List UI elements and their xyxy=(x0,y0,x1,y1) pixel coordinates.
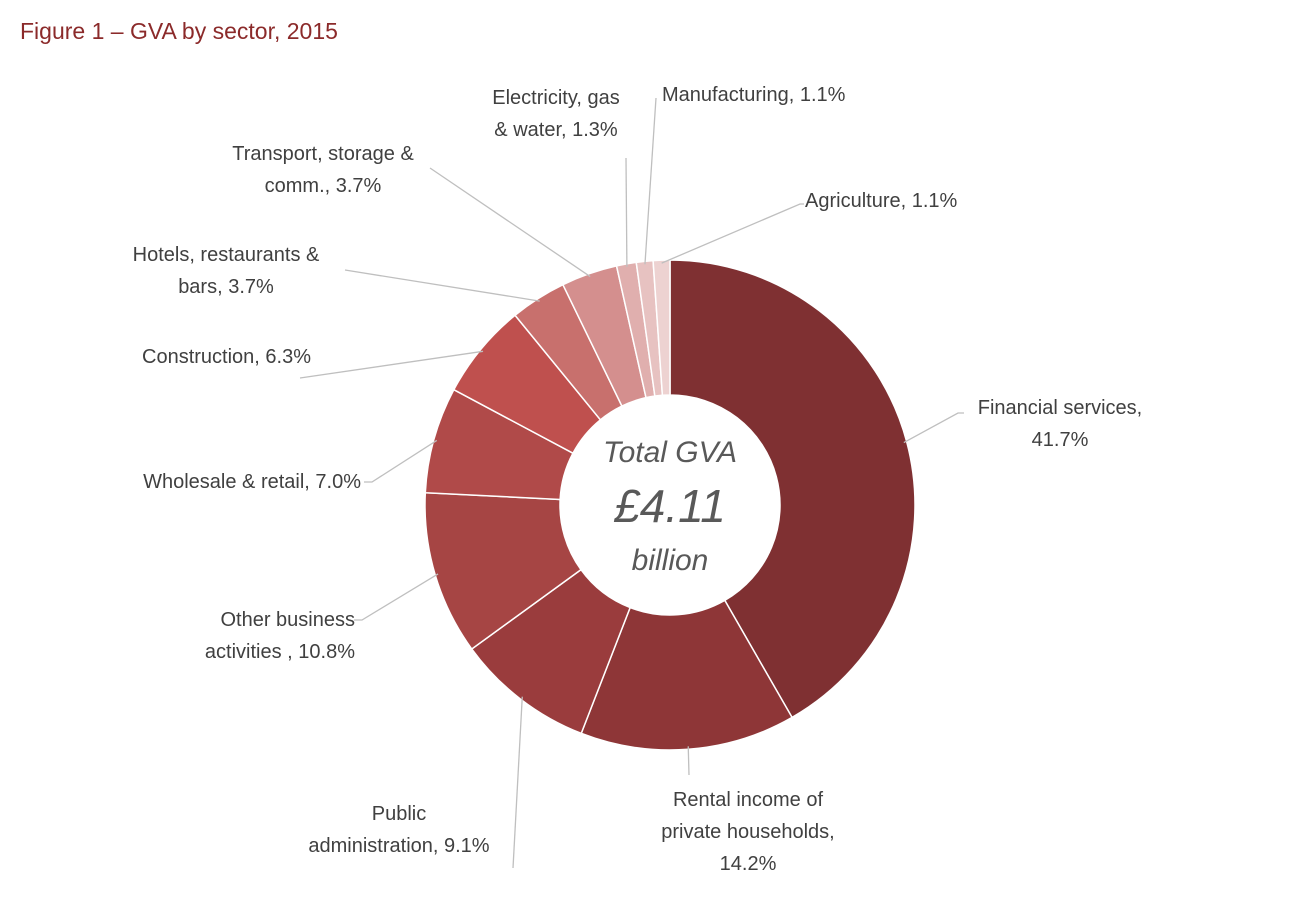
slice-agriculture xyxy=(652,259,671,397)
data-label-line: 41.7% xyxy=(1032,429,1089,451)
leader-line-other-business-activities xyxy=(354,573,439,621)
leader-line-wholesale-retail xyxy=(364,439,438,483)
leader-line-public-administration xyxy=(512,696,523,869)
leader-line-electricity-gas-water xyxy=(625,157,628,267)
data-label-line: & water, 1.3% xyxy=(494,119,618,141)
data-label-line: Construction, 6.3% xyxy=(142,346,311,368)
data-label-manufacturing: Manufacturing, 1.1% xyxy=(662,84,846,106)
data-label-line: Other business xyxy=(220,609,355,631)
labels-group: Financial services, 41.7% Rental income of… xyxy=(133,84,1143,875)
leader-line-transport-storage-comm xyxy=(429,167,591,278)
data-label-line: Rental income of xyxy=(673,789,824,811)
data-label-line: bars, 3.7% xyxy=(178,276,274,298)
data-label-wholesale-retail: Wholesale & retail, 7.0% xyxy=(143,471,361,493)
center-line-2: £4.11 xyxy=(613,480,726,532)
leader-line-manufacturing xyxy=(644,97,657,265)
data-label-line: private households, xyxy=(661,821,834,843)
data-label-rental-income-of-private-households: Rental income of private households, 14.2% xyxy=(661,789,834,875)
figure-title: Figure 1 – GVA by sector, 2015 xyxy=(20,18,338,44)
data-label-construction: Construction, 6.3% xyxy=(142,346,311,368)
slice-financial-services xyxy=(669,259,916,719)
data-label-line: Transport, storage & xyxy=(232,143,414,165)
data-label-agriculture: Agriculture, 1.1% xyxy=(805,190,958,212)
data-label-line: Public xyxy=(372,803,426,825)
data-label-financial-services: Financial services, 41.7% xyxy=(978,397,1143,451)
data-label-line: comm., 3.7% xyxy=(265,175,382,197)
data-label-line: Hotels, restaurants & xyxy=(133,244,320,266)
data-label-hotels-restaurants-bars: Hotels, restaurants & bars, 3.7% xyxy=(133,244,320,298)
data-label-line: Agriculture, 1.1% xyxy=(805,190,958,212)
data-label-other-business-activities: Other business activities , 10.8% xyxy=(205,609,355,663)
center-line-3: billion xyxy=(632,544,709,577)
data-label-transport-storage-comm: Transport, storage & comm., 3.7% xyxy=(232,143,414,197)
leader-line-rental-income-of-private-households xyxy=(687,746,690,776)
data-label-line: Electricity, gas xyxy=(492,87,619,109)
data-label-public-administration: Public administration, 9.1% xyxy=(308,803,489,857)
leader-line-agriculture xyxy=(661,203,804,264)
data-label-electricity-gas-water: Electricity, gas & water, 1.3% xyxy=(492,87,619,141)
leader-line-financial-services xyxy=(903,412,964,444)
data-label-line: administration, 9.1% xyxy=(308,835,489,857)
center-line-1: Total GVA xyxy=(603,436,737,469)
center-label: Total GVA £4.11 billion xyxy=(603,436,737,577)
slices-group xyxy=(424,259,916,751)
leader-line-construction xyxy=(299,350,484,379)
data-label-line: 14.2% xyxy=(720,853,777,875)
data-label-line: Wholesale & retail, 7.0% xyxy=(143,471,361,493)
data-label-line: activities , 10.8% xyxy=(205,641,355,663)
data-label-line: Manufacturing, 1.1% xyxy=(662,84,846,106)
data-label-line: Financial services, xyxy=(978,397,1143,419)
leader-line-hotels-restaurants-bars xyxy=(344,269,540,302)
leader-lines-group xyxy=(299,97,964,869)
slice-rental-income-of-private-households xyxy=(580,599,794,751)
